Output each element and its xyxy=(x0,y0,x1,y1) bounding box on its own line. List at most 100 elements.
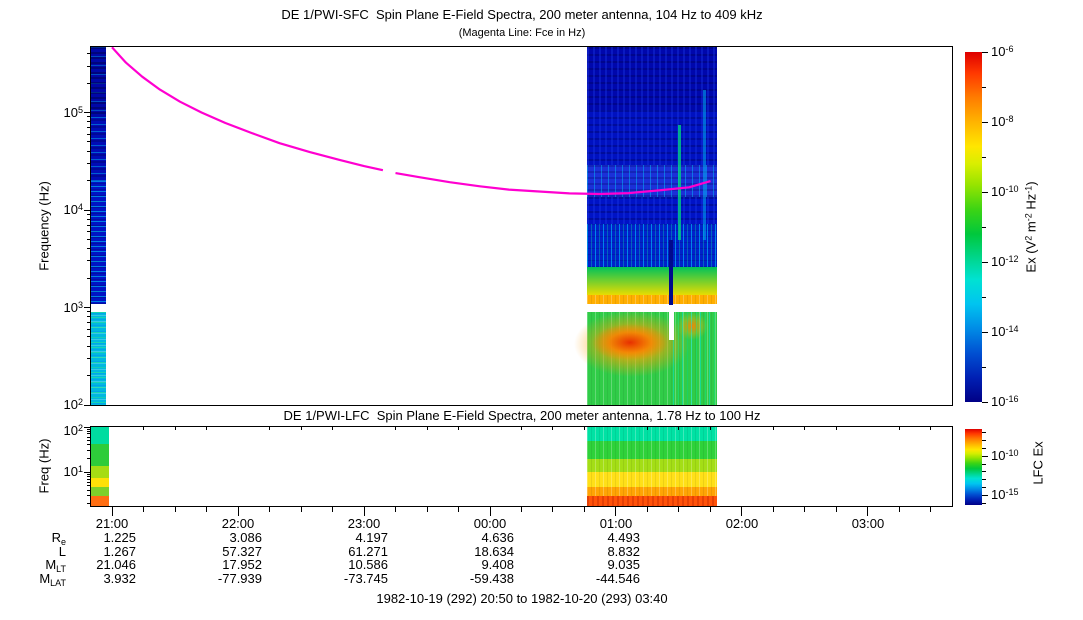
sfc-band-layer xyxy=(91,180,107,304)
time-minor-tick xyxy=(835,507,837,512)
sfc-colorbar-tick-label: 10-8 xyxy=(991,114,1014,129)
sfc-band-layer xyxy=(587,110,717,165)
sfc-y-tick-label: 102 xyxy=(63,397,83,412)
lfc-top-inner-tick xyxy=(898,427,900,430)
lfc-top-inner-tick xyxy=(552,427,554,430)
lfc-band-layer xyxy=(91,487,109,496)
time-minor-tick xyxy=(269,507,270,512)
time-tick-label: 01:00 xyxy=(599,516,633,531)
time-minor-tick xyxy=(646,507,648,512)
lfc-band-layer xyxy=(587,472,717,487)
sfc-y-minor-tick xyxy=(87,141,91,143)
time-minor-tick xyxy=(521,507,522,512)
lfc-top-inner-tick xyxy=(143,427,144,430)
sfc-subtitle: (Magenta Line: Fce in Hz) xyxy=(458,27,586,39)
ephemeris-value: 21.046 xyxy=(96,557,136,572)
sfc-feature xyxy=(672,312,717,405)
sfc-colorbar-tick-label: 10-10 xyxy=(991,184,1019,199)
sfc-y-minor-tick xyxy=(87,311,91,313)
ephemeris-value: 17.952 xyxy=(222,557,262,572)
sfc-colorbar-tick-label: 10-14 xyxy=(991,324,1019,339)
sfc-y-tick-label: 105 xyxy=(63,104,83,120)
lfc-colorbar-minor-tick xyxy=(982,432,986,434)
lfc-colorbar-minor-tick xyxy=(982,502,986,504)
lfc-colorbar-tick-label: 10-15 xyxy=(991,487,1019,503)
sfc-band-layer xyxy=(91,312,107,405)
time-minor-tick xyxy=(678,507,680,512)
sfc-y-minor-tick xyxy=(87,133,91,135)
sfc-y-minor-tick xyxy=(87,82,91,84)
sfc-colorbar-major-tick xyxy=(982,401,988,403)
time-major-tick xyxy=(237,507,239,516)
lfc-y-major-tick xyxy=(84,471,91,473)
ephemeris-value: 4.636 xyxy=(481,530,514,545)
ephemeris-value: 61.271 xyxy=(348,543,388,559)
ephemeris-value: 57.327 xyxy=(222,543,262,559)
sfc-band-layer xyxy=(587,294,717,304)
lfc-colorbar-minor-tick xyxy=(982,486,986,488)
sfc-colorbar-minor-tick xyxy=(982,226,986,228)
lfc-top-inner-tick xyxy=(206,427,207,430)
sfc-y-tick-label: 103 xyxy=(63,299,83,315)
time-minor-tick xyxy=(332,507,333,512)
sfc-band-layer xyxy=(587,267,717,295)
lfc-y-minor-tick xyxy=(87,489,91,491)
sfc-band-layer xyxy=(91,303,107,313)
lfc-y-minor-tick xyxy=(87,495,91,497)
sfc-colorbar-major-tick xyxy=(982,121,988,123)
sfc-feature xyxy=(702,90,706,241)
fce-line xyxy=(111,47,711,196)
sfc-colorbar-tick-label: 10-16 xyxy=(991,394,1019,409)
lfc-y-minor-tick xyxy=(87,478,91,480)
time-major-tick xyxy=(489,507,491,516)
lfc-band-layer xyxy=(91,477,109,488)
sfc-y-minor-tick xyxy=(87,53,91,55)
ephemeris-value: -73.745 xyxy=(343,570,388,586)
sfc-y-minor-tick xyxy=(87,121,91,123)
lfc-top-inner-tick xyxy=(804,427,806,430)
lfc-y-minor-tick xyxy=(87,450,91,452)
lfc-y-minor-tick xyxy=(87,485,91,487)
lfc-y-tick-label: 102 xyxy=(63,423,83,438)
sfc-y-minor-tick xyxy=(87,336,91,338)
lfc-top-inner-tick xyxy=(709,427,711,430)
ephemeris-value: 4.493 xyxy=(607,530,640,545)
ephemeris-value: 1.267 xyxy=(103,543,136,559)
sfc-y-minor-tick xyxy=(87,357,91,359)
sfc-colorbar-major-tick xyxy=(982,51,988,53)
time-tick-label: 22:00 xyxy=(221,516,255,531)
sfc-y-minor-tick xyxy=(87,116,91,118)
lfc-band-layer xyxy=(91,427,109,444)
time-major-tick xyxy=(615,507,617,516)
ephemeris-value: 9.035 xyxy=(607,557,640,572)
sfc-band-layer xyxy=(91,47,107,117)
sfc-y-minor-tick xyxy=(87,248,91,250)
lfc-plot-area xyxy=(91,427,952,506)
time-minor-tick xyxy=(458,507,459,512)
time-minor-tick xyxy=(772,507,774,512)
time-minor-tick xyxy=(174,507,176,512)
sfc-y-tick-label: 104 xyxy=(63,202,83,218)
sfc-colorbar-minor-tick xyxy=(982,296,986,298)
lfc-top-inner-tick xyxy=(772,427,774,430)
ephemeris-value: 10.586 xyxy=(348,557,388,572)
lfc-top-inner-tick xyxy=(426,427,428,430)
sfc-spectrogram-panel xyxy=(90,46,953,406)
sfc-y-minor-tick xyxy=(87,213,91,215)
sfc-y-minor-tick xyxy=(87,375,91,377)
lfc-colorbar-major-tick xyxy=(982,455,988,457)
lfc-y-minor-tick xyxy=(87,503,91,505)
lfc-band-layer xyxy=(587,486,717,497)
ephemeris-value: 3.086 xyxy=(229,530,262,545)
sfc-y-minor-tick xyxy=(87,316,91,318)
lfc-top-inner-tick xyxy=(646,427,648,430)
lfc-top-inner-tick xyxy=(300,427,302,430)
sfc-y-minor-tick xyxy=(87,322,91,324)
time-minor-tick xyxy=(300,507,302,512)
ephemeris-value: -59.438 xyxy=(469,570,514,586)
time-minor-tick xyxy=(206,507,207,512)
sfc-y-minor-tick xyxy=(87,345,91,347)
lfc-top-inner-tick xyxy=(332,427,333,430)
ephemeris-value: -44.546 xyxy=(595,570,640,586)
sfc-y-minor-tick xyxy=(87,127,91,129)
